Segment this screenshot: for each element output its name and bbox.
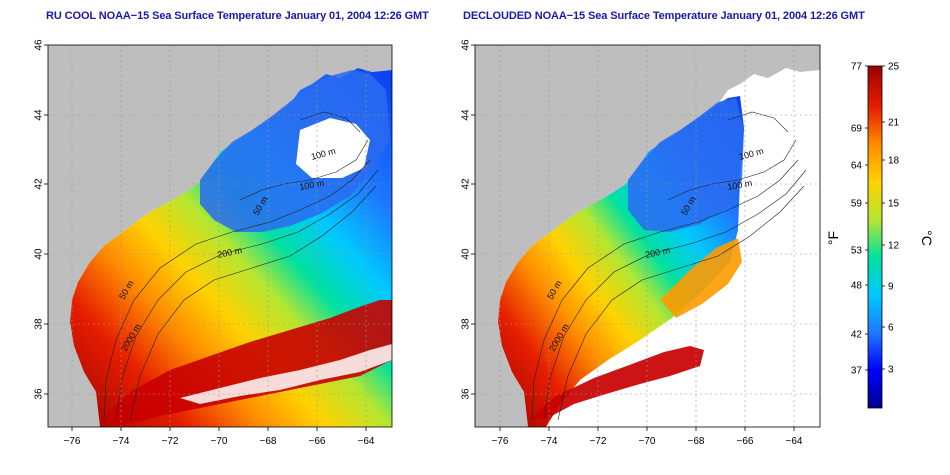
right-contour-label: 100 m: [727, 178, 753, 192]
right-lat-tick-label: 44: [461, 109, 472, 121]
left-bathymetry-contours: [103, 111, 379, 421]
colorbar-c-tick-label: 21: [888, 118, 900, 129]
right-cold-shelf: [628, 98, 744, 232]
left-map-frame: [47, 44, 393, 428]
colorbar-fahrenheit-unit: °F: [825, 231, 841, 245]
left-land: [48, 45, 392, 427]
colorbar-c-tick-label: 6: [888, 323, 894, 334]
right-lat-tick-label: 46: [461, 39, 472, 51]
left-lat-tick-label: 38: [34, 318, 45, 330]
right-lon-tick-label: −76: [492, 436, 509, 447]
left-lat-tick-label: 40: [34, 248, 45, 260]
right-lon-tick-label: −66: [737, 436, 754, 447]
right-lon-tick-label: −64: [786, 436, 803, 447]
left-lat-tick-label: 44: [34, 109, 45, 121]
left-lon-tick-label: −64: [358, 436, 375, 447]
left-sst-map: [48, 45, 392, 427]
colorbar-c-tick-label: 15: [888, 199, 900, 210]
right-land: [475, 45, 820, 427]
left-lat-tick-label: 36: [34, 388, 45, 400]
right-lon-tick-label: −70: [639, 436, 656, 447]
colorbar-f-tick-label: 77: [851, 62, 863, 73]
colorbar-f-tick-label: 53: [851, 246, 863, 257]
left-cloud-band: [180, 344, 392, 404]
colorbar-c-tick-label: 25: [888, 62, 900, 73]
right-sst-map: [475, 45, 820, 427]
left-lat-tick-label: 46: [34, 39, 45, 51]
right-map-frame: [474, 44, 821, 428]
colorbar-f-tick-label: 37: [851, 366, 863, 377]
left-lon-tick-label: −72: [162, 436, 179, 447]
colorbar-f-tick-label: 69: [851, 124, 863, 135]
left-graticule: [48, 45, 392, 427]
colorbar-c-tick-label: 12: [888, 241, 900, 252]
left-panel-title: RU COOL NOAA−15 Sea Surface Temperature …: [46, 10, 429, 22]
right-lat-tick-label: 40: [461, 248, 472, 260]
left-lon-tick-label: −74: [113, 436, 130, 447]
right-lat-tick-label: 36: [461, 388, 472, 400]
colorbar-c-tick-label: 9: [888, 282, 894, 293]
right-lat-tick-label: 38: [461, 318, 472, 330]
left-lat-tick-label: 42: [34, 178, 45, 190]
right-graticule: [475, 45, 820, 427]
colorbar-f-tick-label: 42: [851, 330, 863, 341]
right-gulf-stream: [528, 346, 704, 420]
left-cold-shelf: [200, 70, 390, 232]
left-contour-label: 100 m: [299, 178, 325, 192]
left-lon-tick-label: −76: [64, 436, 81, 447]
right-warm-patch: [660, 238, 742, 318]
right-lat-tick-label: 42: [461, 178, 472, 190]
right-lon-tick-label: −68: [688, 436, 705, 447]
colorbar-c-tick-label: 18: [888, 156, 900, 167]
left-lon-tick-label: −66: [309, 436, 326, 447]
right-panel-title: DECLOUDED NOAA−15 Sea Surface Temperatur…: [463, 10, 865, 22]
right-lon-tick-label: −72: [590, 436, 607, 447]
colorbar-f-tick-label: 48: [851, 281, 863, 292]
left-gulf-stream: [100, 300, 392, 426]
colorbar-f-tick-label: 59: [851, 199, 863, 210]
left-lon-tick-label: −70: [211, 436, 228, 447]
colorbar-celsius-unit: °C: [919, 230, 935, 246]
right-lon-tick-label: −74: [541, 436, 558, 447]
colorbar-c-tick-label: 3: [888, 365, 894, 376]
left-lon-tick-label: −68: [260, 436, 277, 447]
colorbar: [867, 65, 883, 409]
colorbar-f-tick-label: 64: [851, 161, 863, 172]
